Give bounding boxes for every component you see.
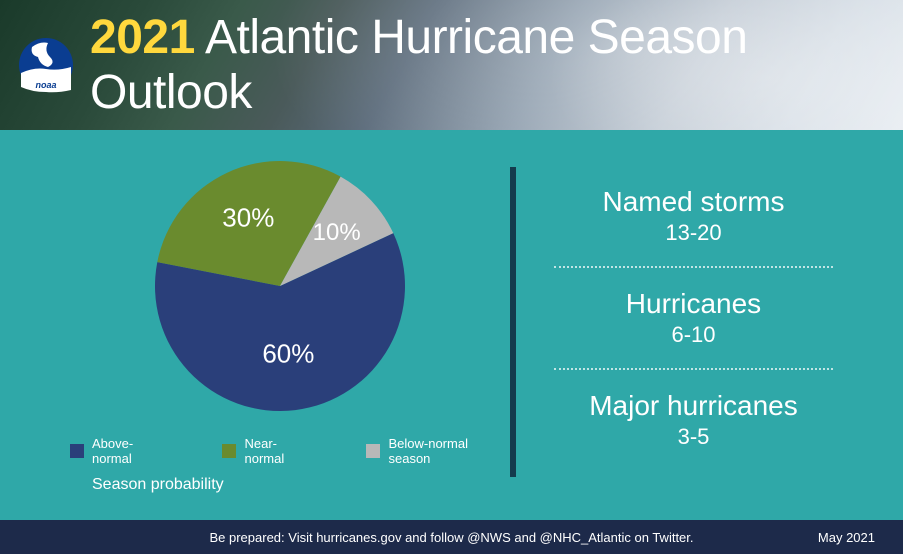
pie-slice-label: 10% <box>313 219 361 247</box>
stat-value: 13-20 <box>534 220 853 246</box>
chart-title: Season probability <box>50 476 224 494</box>
header-banner: noaa 2021 Atlantic Hurricane Season Outl… <box>0 0 903 130</box>
stat-value: 3-5 <box>534 424 853 450</box>
stat-label: Named storms <box>534 186 853 218</box>
legend-item: Above-normal <box>70 436 170 466</box>
noaa-logo: noaa <box>18 37 74 93</box>
footer-bar: Be prepared: Visit hurricanes.gov and fo… <box>0 520 903 554</box>
vertical-divider <box>510 167 516 477</box>
legend-swatch <box>222 444 236 458</box>
pie-slice-label: 60% <box>262 339 314 370</box>
stat-value: 6-10 <box>534 322 853 348</box>
stat-divider <box>554 368 833 370</box>
footer-date: May 2021 <box>818 530 875 545</box>
chart-area: 60% 30% 10% Above-normal Near-normal Below-n… <box>50 152 510 506</box>
stat-label: Major hurricanes <box>534 390 853 422</box>
legend-label: Above-normal <box>92 436 170 466</box>
pie-chart: 60% 30% 10% <box>150 156 410 416</box>
logo-text: noaa <box>35 80 56 90</box>
stat-block: Major hurricanes3-5 <box>534 378 853 462</box>
stat-block: Named storms13-20 <box>534 174 853 258</box>
legend-label: Near-normal <box>244 436 314 466</box>
stat-label: Hurricanes <box>534 288 853 320</box>
legend-item: Below-normal season <box>366 436 510 466</box>
stats-panel: Named storms13-20 Hurricanes6-10 Major hur… <box>534 152 853 506</box>
stat-divider <box>554 266 833 268</box>
pie-slice-label: 30% <box>222 203 274 234</box>
title-year: 2021 <box>90 11 195 64</box>
chart-legend: Above-normal Near-normal Below-normal seas… <box>50 436 510 466</box>
main-panel: 60% 30% 10% Above-normal Near-normal Below-n… <box>0 130 903 520</box>
footer-text: Be prepared: Visit hurricanes.gov and fo… <box>209 530 693 545</box>
legend-swatch <box>70 444 84 458</box>
page-title: 2021 Atlantic Hurricane Season Outlook <box>90 10 903 120</box>
legend-label: Below-normal season <box>388 436 510 466</box>
legend-swatch <box>366 444 380 458</box>
stat-block: Hurricanes6-10 <box>534 276 853 360</box>
legend-item: Near-normal <box>222 436 314 466</box>
